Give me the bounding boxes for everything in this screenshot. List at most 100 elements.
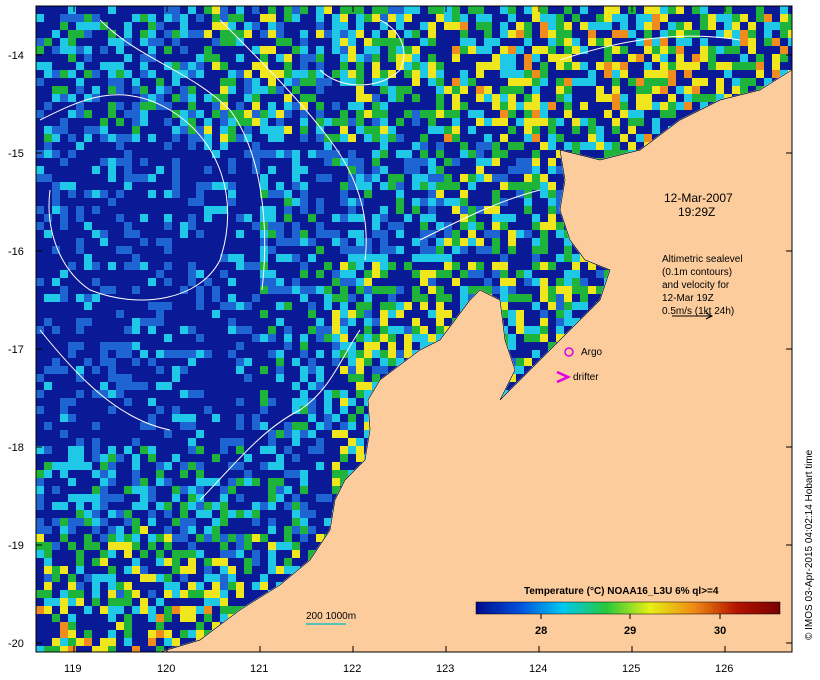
- sst-pixel: [124, 470, 132, 478]
- sst-pixel: [108, 246, 116, 254]
- sst-pixel: [340, 126, 348, 134]
- sst-pixel: [268, 102, 276, 110]
- sst-pixel: [396, 38, 404, 46]
- sst-pixel: [420, 22, 428, 30]
- sst-pixel: [492, 214, 500, 222]
- sst-pixel: [172, 366, 180, 374]
- sst-pixel: [364, 254, 372, 262]
- sst-pixel: [532, 182, 540, 190]
- sst-pixel: [164, 278, 172, 286]
- sst-pixel: [564, 302, 572, 310]
- sst-pixel: [508, 78, 516, 86]
- sst-pixel: [508, 14, 516, 22]
- sst-pixel: [652, 118, 660, 126]
- sst-pixel: [244, 174, 252, 182]
- sst-pixel: [60, 534, 68, 542]
- sst-pixel: [44, 134, 52, 142]
- sst-pixel: [284, 62, 292, 70]
- sst-pixel: [68, 318, 76, 326]
- sst-pixel: [444, 86, 452, 94]
- sst-pixel: [252, 462, 260, 470]
- sst-pixel: [276, 318, 284, 326]
- sst-pixel: [492, 150, 500, 158]
- sst-pixel: [172, 518, 180, 526]
- sst-pixel: [236, 494, 244, 502]
- sst-pixel: [348, 70, 356, 78]
- sst-pixel: [500, 214, 508, 222]
- sst-pixel: [220, 542, 228, 550]
- sst-pixel: [228, 422, 236, 430]
- sst-pixel: [748, 30, 756, 38]
- sst-pixel: [500, 102, 508, 110]
- sst-pixel: [612, 118, 620, 126]
- sst-pixel: [548, 166, 556, 174]
- sst-pixel: [444, 238, 452, 246]
- sst-pixel: [364, 358, 372, 366]
- sst-pixel: [172, 606, 180, 614]
- sst-pixel: [468, 270, 476, 278]
- sst-pixel: [92, 390, 100, 398]
- sst-pixel: [292, 182, 300, 190]
- sst-pixel: [164, 30, 172, 38]
- sst-pixel: [212, 206, 220, 214]
- sst-pixel: [44, 294, 52, 302]
- sst-pixel: [524, 70, 532, 78]
- sst-pixel: [228, 134, 236, 142]
- sst-pixel: [76, 366, 84, 374]
- sst-pixel: [452, 278, 460, 286]
- sst-pixel: [228, 574, 236, 582]
- sst-pixel: [580, 62, 588, 70]
- sst-pixel: [204, 430, 212, 438]
- sst-pixel: [100, 286, 108, 294]
- sst-pixel: [412, 286, 420, 294]
- sst-pixel: [52, 70, 60, 78]
- sst-pixel: [372, 38, 380, 46]
- sst-pixel: [404, 246, 412, 254]
- sst-pixel: [540, 318, 548, 326]
- sst-pixel: [604, 70, 612, 78]
- sst-pixel: [572, 254, 580, 262]
- sst-pixel: [116, 366, 124, 374]
- sst-pixel: [580, 6, 588, 14]
- sst-pixel: [188, 54, 196, 62]
- sst-pixel: [76, 326, 84, 334]
- sst-pixel: [276, 110, 284, 118]
- sst-pixel: [508, 102, 516, 110]
- sst-pixel: [348, 150, 356, 158]
- sst-pixel: [612, 142, 620, 150]
- sst-pixel: [332, 318, 340, 326]
- sst-pixel: [188, 350, 196, 358]
- sst-pixel: [492, 238, 500, 246]
- sst-pixel: [404, 166, 412, 174]
- sst-pixel: [156, 238, 164, 246]
- sst-pixel: [44, 78, 52, 86]
- sst-pixel: [276, 542, 284, 550]
- sst-pixel: [492, 270, 500, 278]
- sst-pixel: [228, 166, 236, 174]
- sst-pixel: [468, 214, 476, 222]
- sst-pixel: [444, 198, 452, 206]
- sst-pixel: [228, 70, 236, 78]
- sst-pixel: [564, 294, 572, 302]
- sst-pixel: [492, 62, 500, 70]
- sst-pixel: [324, 414, 332, 422]
- sst-pixel: [500, 254, 508, 262]
- sst-pixel: [532, 134, 540, 142]
- sst-pixel: [524, 38, 532, 46]
- sst-pixel: [388, 254, 396, 262]
- sst-pixel: [220, 102, 228, 110]
- sst-pixel: [276, 390, 284, 398]
- sst-pixel: [236, 134, 244, 142]
- sst-pixel: [412, 54, 420, 62]
- sst-pixel: [60, 94, 68, 102]
- sst-pixel: [212, 286, 220, 294]
- sst-pixel: [92, 558, 100, 566]
- sst-pixel: [44, 302, 52, 310]
- sst-pixel: [332, 38, 340, 46]
- sst-pixel: [452, 46, 460, 54]
- sst-pixel: [140, 350, 148, 358]
- sst-pixel: [36, 534, 44, 542]
- sst-pixel: [220, 158, 228, 166]
- sst-pixel: [236, 446, 244, 454]
- sst-pixel: [84, 462, 92, 470]
